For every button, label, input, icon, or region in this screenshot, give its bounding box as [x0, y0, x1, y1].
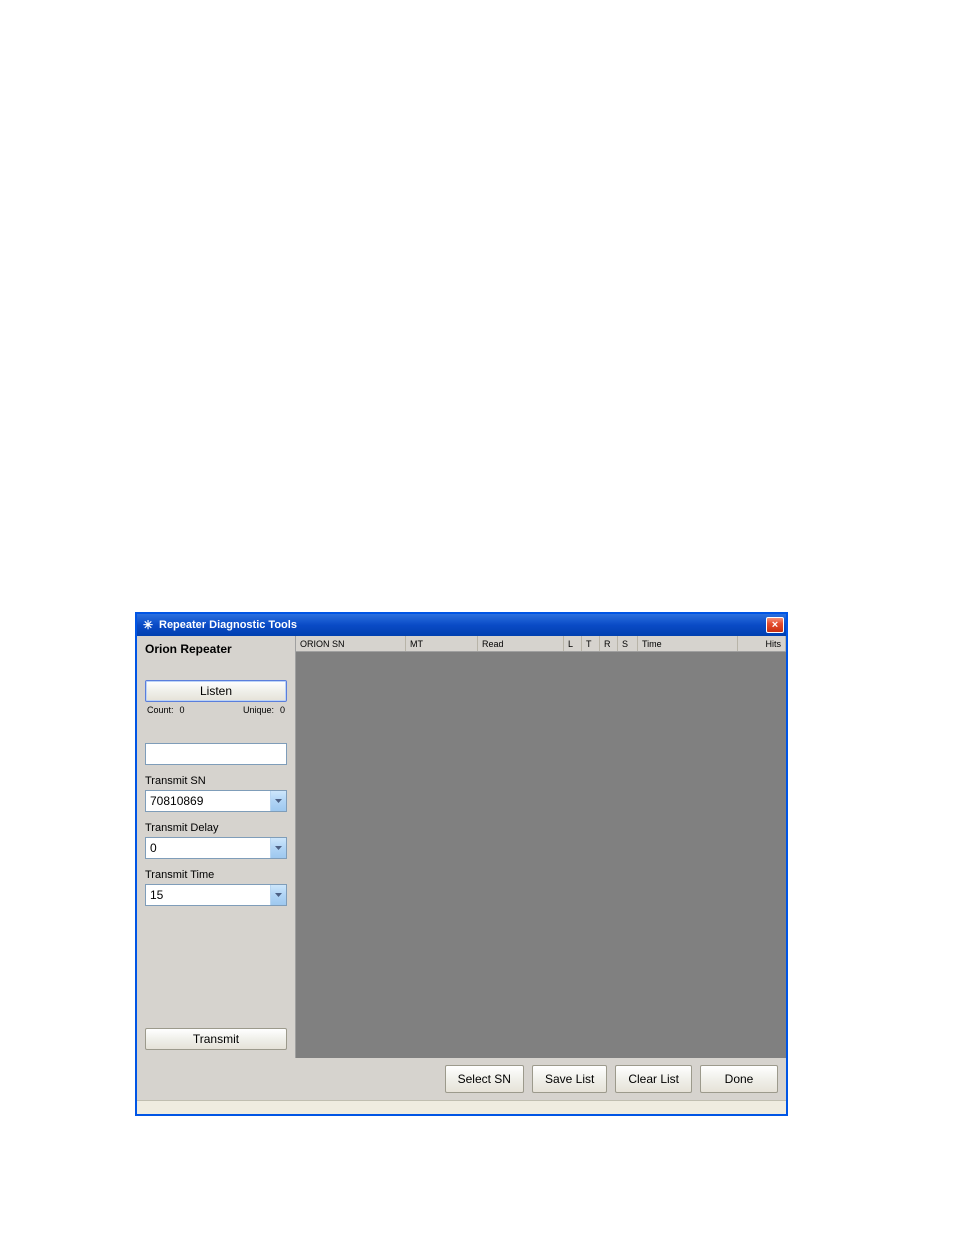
blank-input[interactable]	[145, 743, 287, 765]
transmit-label: Transmit	[193, 1032, 239, 1046]
col-mt[interactable]: MT	[406, 636, 478, 651]
window-body: Orion Repeater Listen Count: 0 Unique: 0	[137, 636, 786, 1114]
transmit-delay-label: Transmit Delay	[145, 822, 287, 834]
select-sn-button[interactable]: Select SN	[445, 1065, 524, 1093]
window-title: Repeater Diagnostic Tools	[159, 619, 766, 631]
col-time[interactable]: Time	[638, 636, 738, 651]
transmit-time-label: Transmit Time	[145, 869, 287, 881]
chevron-down-icon	[270, 885, 286, 905]
transmit-delay-combo[interactable]: 0	[145, 837, 287, 859]
clear-list-button[interactable]: Clear List	[615, 1065, 692, 1093]
listen-button[interactable]: Listen	[145, 680, 287, 702]
clear-list-label: Clear List	[628, 1072, 679, 1086]
app-icon: ✳	[141, 618, 155, 632]
count-label: Count:	[147, 705, 174, 715]
transmit-button[interactable]: Transmit	[145, 1028, 287, 1050]
window-frame: ✳ Repeater Diagnostic Tools × Orion Repe…	[135, 612, 788, 1116]
col-s[interactable]: S	[618, 636, 638, 651]
col-t[interactable]: T	[582, 636, 600, 651]
save-list-label: Save List	[545, 1072, 594, 1086]
transmit-time-value: 15	[150, 888, 163, 902]
chevron-down-icon	[270, 791, 286, 811]
col-orion-sn[interactable]: ORION SN	[296, 636, 406, 651]
unique-label: Unique:	[243, 705, 274, 715]
bottom-bar: Select SN Save List Clear List Done	[137, 1058, 786, 1100]
titlebar[interactable]: ✳ Repeater Diagnostic Tools ×	[137, 614, 786, 636]
col-hits[interactable]: Hits	[738, 636, 786, 651]
list-body[interactable]	[296, 652, 786, 1058]
unique-value: 0	[280, 705, 285, 715]
panel-title: Orion Repeater	[145, 642, 287, 656]
count-value: 0	[180, 705, 185, 715]
main-row: Orion Repeater Listen Count: 0 Unique: 0	[137, 636, 786, 1058]
counts-row: Count: 0 Unique: 0	[145, 705, 287, 715]
col-read[interactable]: Read	[478, 636, 564, 651]
select-sn-label: Select SN	[458, 1072, 511, 1086]
list-area: ORION SN MT Read L T R S Time Hits	[295, 636, 786, 1058]
close-icon: ×	[772, 619, 778, 631]
save-list-button[interactable]: Save List	[532, 1065, 607, 1093]
transmit-sn-label: Transmit SN	[145, 775, 287, 787]
close-button[interactable]: ×	[766, 617, 784, 633]
chevron-down-icon	[270, 838, 286, 858]
done-button[interactable]: Done	[700, 1065, 778, 1093]
col-l[interactable]: L	[564, 636, 582, 651]
statusbar	[137, 1100, 786, 1114]
transmit-sn-combo[interactable]: 70810869	[145, 790, 287, 812]
side-panel: Orion Repeater Listen Count: 0 Unique: 0	[137, 636, 295, 1058]
list-header: ORION SN MT Read L T R S Time Hits	[296, 636, 786, 652]
col-r[interactable]: R	[600, 636, 618, 651]
transmit-time-combo[interactable]: 15	[145, 884, 287, 906]
transmit-sn-value: 70810869	[150, 794, 203, 808]
transmit-delay-value: 0	[150, 841, 157, 855]
listen-label: Listen	[200, 684, 232, 698]
done-label: Done	[725, 1072, 754, 1086]
